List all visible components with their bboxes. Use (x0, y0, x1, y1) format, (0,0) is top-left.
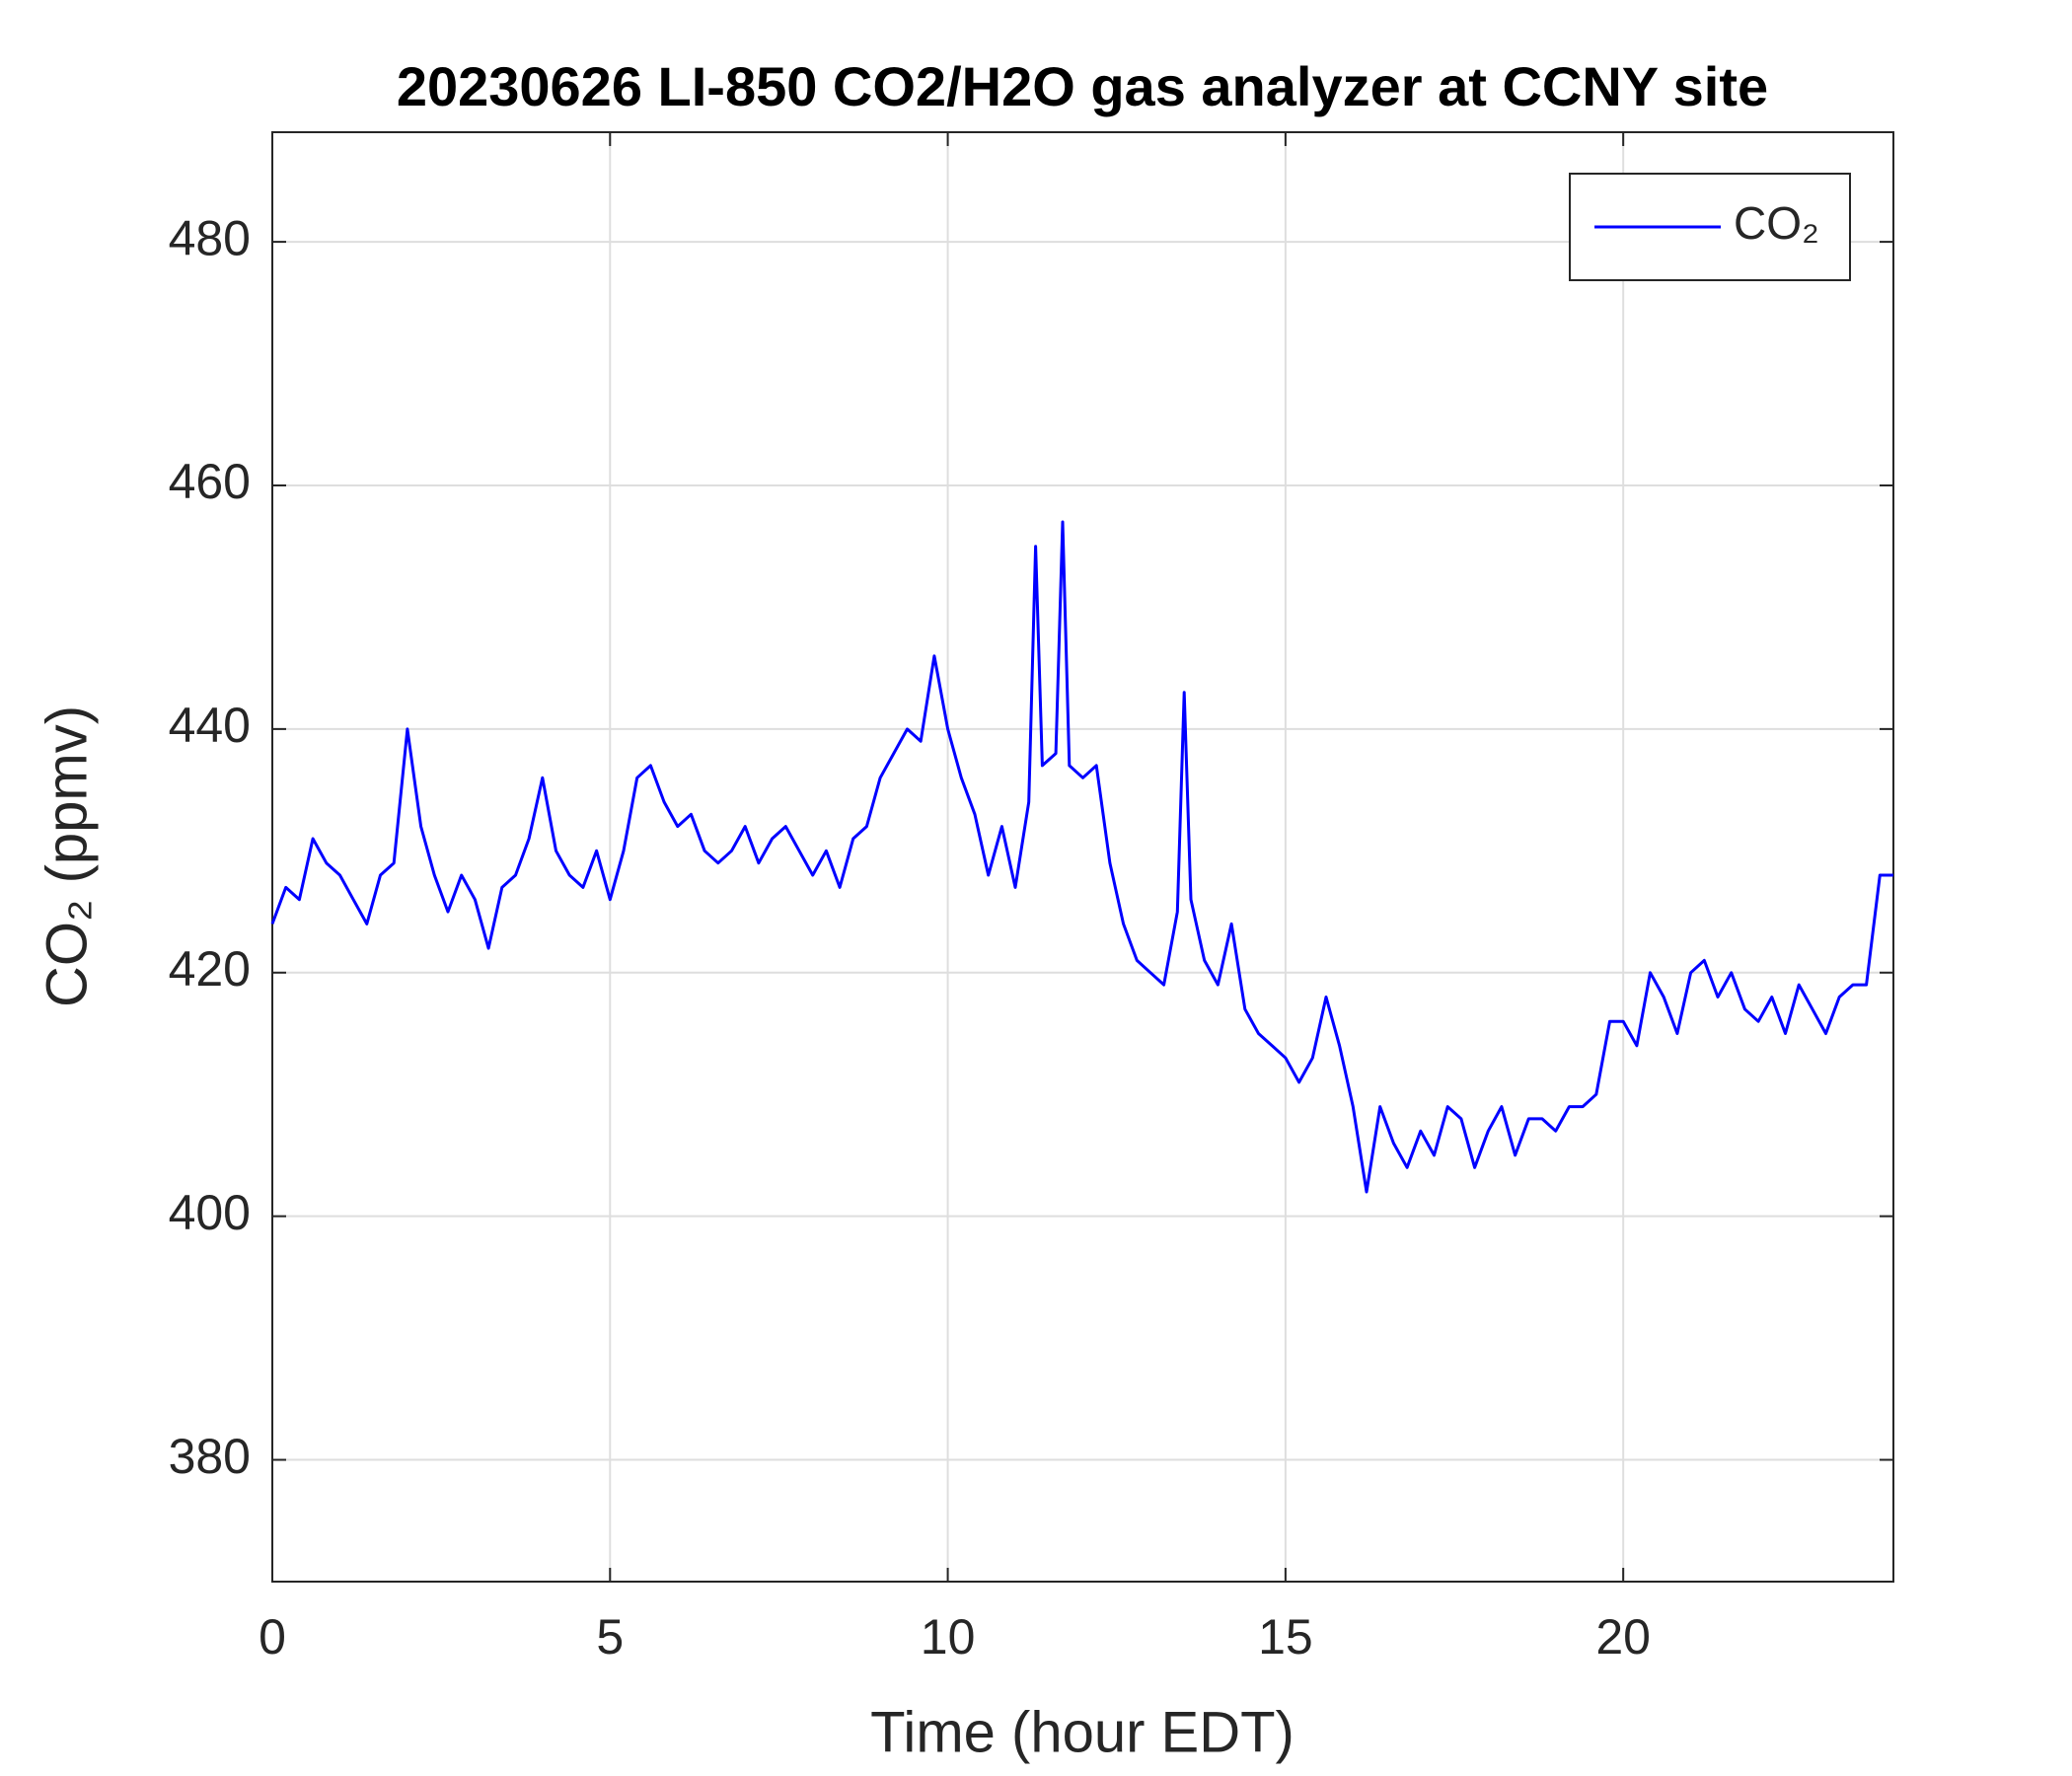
plot-frame (271, 131, 1894, 1583)
y-tick-label: 440 (169, 698, 251, 753)
legend-label: CO₂ (1734, 197, 1819, 249)
y-tick-label: 480 (169, 210, 251, 265)
x-tick-label: 5 (596, 1609, 624, 1665)
y-tick-label: 380 (169, 1429, 251, 1484)
x-tick-label: 10 (921, 1609, 976, 1665)
y-tick-label: 400 (169, 1185, 251, 1240)
y-tick-label: 420 (169, 941, 251, 997)
y-axis-label: CO₂ (ppmv) (35, 705, 99, 1007)
x-tick-label: 20 (1595, 1609, 1651, 1665)
chart-title: 20230626 LI-850 CO2/H2O gas analyzer at … (397, 55, 1768, 117)
data-line (270, 520, 1893, 1194)
x-axis-label: Time (hour EDT) (870, 1700, 1295, 1764)
x-tick-label: 0 (259, 1609, 286, 1665)
x-tick-label: 15 (1258, 1609, 1313, 1665)
y-tick-label: 460 (169, 454, 251, 509)
